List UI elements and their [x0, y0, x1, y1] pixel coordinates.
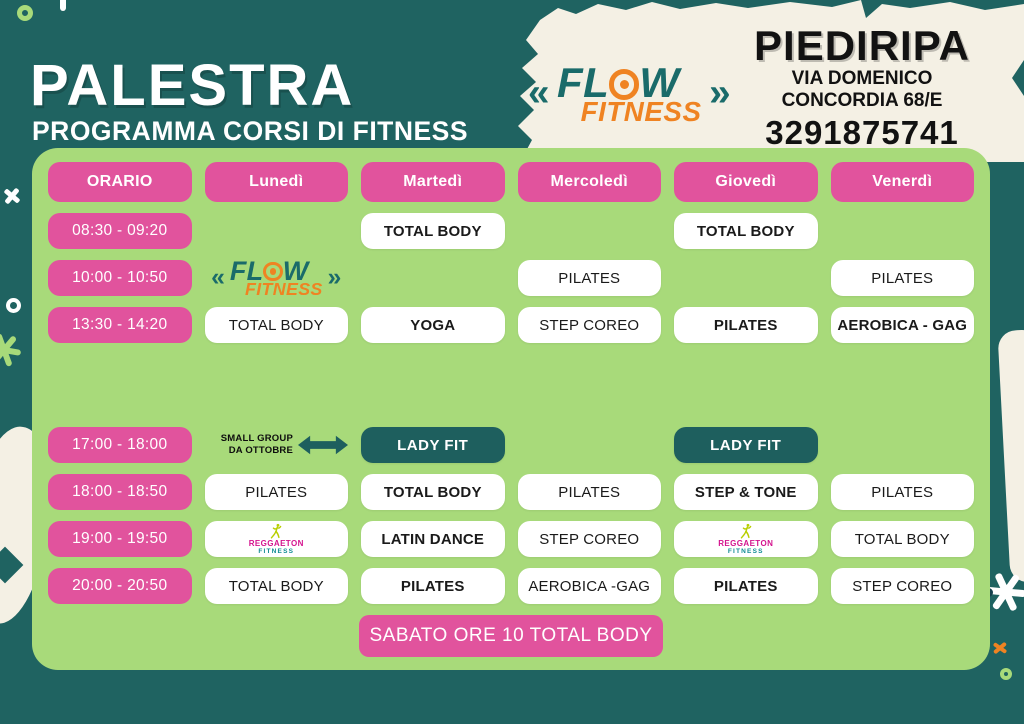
- chevron-right-icon: »: [709, 71, 731, 115]
- class-card: TOTAL BODY: [204, 307, 348, 343]
- reggaeton-fitness-logo-card: REGGAETON FITNESS: [204, 521, 348, 557]
- brand-name-flow: FL W: [557, 59, 680, 106]
- chevron-left-icon: «: [528, 71, 550, 115]
- empty-cell: [831, 213, 975, 249]
- chevron-right-icon: »: [327, 263, 342, 291]
- schedule-panel: ORARIO Lunedì Martedì Mercoledì Giovedì …: [32, 148, 990, 670]
- flow-o-ring-icon: [263, 261, 283, 282]
- brush-blob-top-right: [518, 0, 1024, 162]
- class-card-accent: LADY FIT: [361, 427, 505, 463]
- time-slot: 17:00 - 18:00: [48, 427, 192, 463]
- class-card-accent: LADY FIT: [674, 427, 818, 463]
- page-title: PALESTRA: [30, 53, 355, 118]
- dancer-icon: [740, 523, 752, 539]
- time-slot: 18:00 - 18:50: [48, 474, 192, 510]
- flow-fitness-logo: « FL W FITNESS »: [528, 62, 731, 126]
- class-card: PILATES: [517, 474, 661, 510]
- reggaeton-fitness-logo-card: REGGAETON FITNESS: [674, 521, 818, 557]
- class-card: TOTAL BODY: [674, 213, 818, 249]
- dash-decoration-top: [60, 0, 66, 11]
- dot-decoration-green-right: [1000, 668, 1012, 680]
- time-slot: 10:00 - 10:50: [48, 260, 192, 296]
- dot-decoration-top-left: [17, 5, 33, 21]
- class-card: LATIN DANCE: [361, 521, 505, 557]
- flow-o-ring-icon: [609, 69, 640, 100]
- class-card: TOTAL BODY: [361, 474, 505, 510]
- column-header-lunedi: Lunedì: [204, 162, 348, 202]
- small-group-note-cell: SMALL GROUP DA OTTOBRE: [205, 427, 348, 463]
- class-card: PILATES: [674, 568, 818, 604]
- column-header-mercoledi: Mercoledì: [517, 162, 661, 202]
- small-group-note: SMALL GROUP DA OTTOBRE: [220, 433, 293, 456]
- reggaeton-fitness-wordmark: FITNESS: [258, 547, 295, 555]
- column-header-orario: ORARIO: [48, 162, 192, 202]
- time-slot: 13:30 - 14:20: [48, 307, 192, 343]
- dot-decoration-left: [6, 298, 21, 313]
- brand-name-fitness: FITNESS: [580, 95, 702, 127]
- location-name: PIEDIRIPA: [754, 22, 970, 69]
- brush-blob-notch: [0, 546, 24, 584]
- class-card: STEP COREO: [517, 521, 661, 557]
- class-card: PILATES: [204, 474, 348, 510]
- spacer-row: [48, 354, 974, 416]
- dancer-icon: [271, 523, 282, 539]
- flow-fitness-logo-cell: « FL W FITNESS »: [205, 255, 349, 299]
- class-card: PILATES: [830, 474, 974, 510]
- contact-block: PIEDIRIPA VIA DOMENICO CONCORDIA 68/E 32…: [712, 22, 1012, 152]
- page-subtitle: PROGRAMMA CORSI DI FITNESS: [32, 116, 469, 146]
- empty-cell: [518, 427, 662, 463]
- address-line-2: CONCORDIA 68/E: [781, 89, 943, 111]
- class-card: STEP COREO: [830, 568, 974, 604]
- brand-name-fitness: FITNESS: [244, 278, 323, 299]
- brush-blob-right-edge: [997, 329, 1024, 583]
- empty-cell: [361, 260, 505, 296]
- time-slot: 08:30 - 09:20: [48, 213, 192, 249]
- class-card: PILATES: [830, 260, 974, 296]
- footer-banner-row: SABATO ORE 10 TOTAL BODY: [48, 615, 974, 657]
- double-arrow-icon: [298, 435, 348, 455]
- flow-fitness-logo-small: « FL W FITNESS »: [211, 255, 342, 299]
- class-card: PILATES: [361, 568, 505, 604]
- class-card: PILATES: [517, 260, 661, 296]
- class-card: TOTAL BODY: [361, 213, 505, 249]
- reggaeton-wordmark: REGGAETON: [248, 538, 304, 548]
- time-slot: 19:00 - 19:50: [48, 521, 192, 557]
- time-slot: 20:00 - 20:50: [48, 568, 192, 604]
- column-header-martedi: Martedì: [361, 162, 505, 202]
- chevron-left-icon: «: [211, 263, 225, 291]
- empty-cell: [518, 213, 662, 249]
- empty-cell: [831, 427, 975, 463]
- column-header-venerdi: Venerdì: [830, 162, 974, 202]
- brand-name-flow: FL W: [229, 255, 309, 286]
- class-card: AEROBICA - GAG: [830, 307, 974, 343]
- reggaeton-fitness-wordmark: FITNESS: [727, 547, 764, 555]
- reggaeton-wordmark: REGGAETON: [718, 538, 774, 548]
- class-card: STEP COREO: [517, 307, 661, 343]
- phone-number: 3291875741: [765, 113, 959, 151]
- class-card: TOTAL BODY: [830, 521, 974, 557]
- empty-cell: [205, 213, 349, 249]
- empty-cell: [674, 260, 818, 296]
- class-card: YOGA: [361, 307, 505, 343]
- class-card: PILATES: [674, 307, 818, 343]
- class-card: STEP & TONE: [674, 474, 818, 510]
- column-header-giovedi: Giovedì: [674, 162, 818, 202]
- class-card: TOTAL BODY: [204, 568, 348, 604]
- address-line-1: VIA DOMENICO: [791, 68, 933, 90]
- class-card: AEROBICA -GAG: [517, 568, 661, 604]
- saturday-banner: SABATO ORE 10 TOTAL BODY: [359, 615, 663, 657]
